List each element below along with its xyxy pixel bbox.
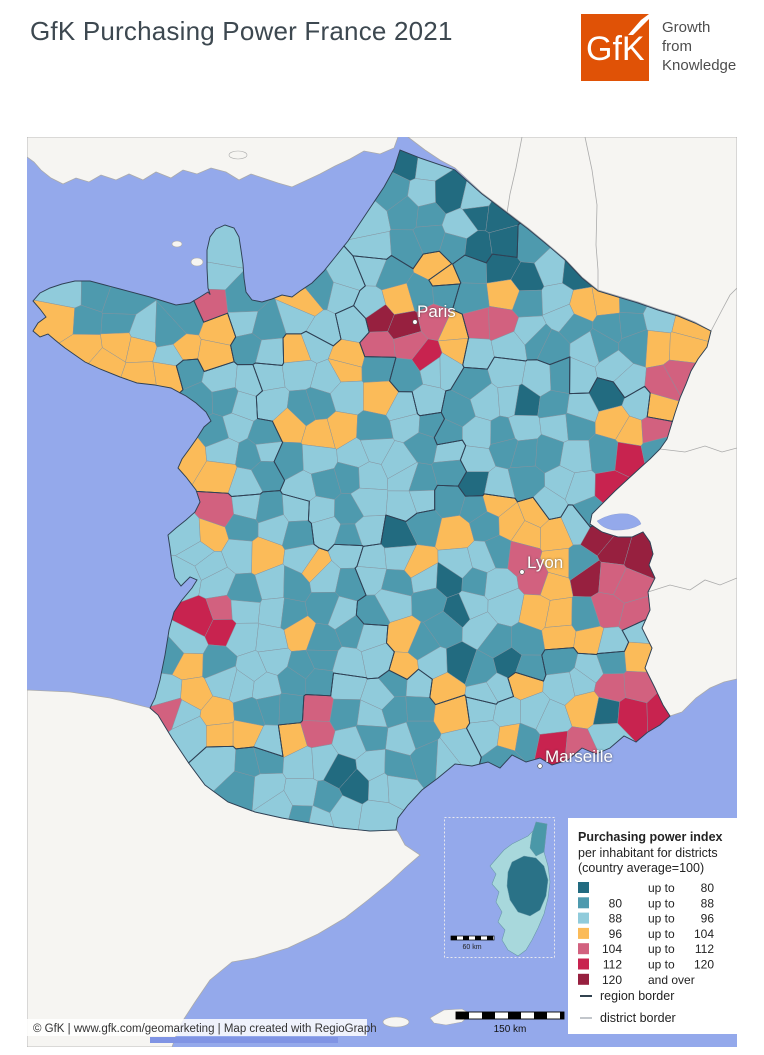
svg-text:60 km: 60 km <box>462 944 481 951</box>
svg-text:96: 96 <box>609 927 623 941</box>
svg-text:up to: up to <box>648 912 675 926</box>
svg-text:120: 120 <box>694 958 714 972</box>
svg-text:120: 120 <box>602 973 622 987</box>
svg-text:© GfK | www.gfk.com/geomarketi: © GfK | www.gfk.com/geomarketing | Map c… <box>33 1023 377 1035</box>
svg-text:up to: up to <box>648 881 675 895</box>
svg-text:and over: and over <box>648 973 695 987</box>
svg-text:112: 112 <box>695 942 714 956</box>
svg-text:per inhabitant for districts: per inhabitant for districts <box>578 846 718 860</box>
svg-text:GfK: GfK <box>586 30 645 68</box>
svg-text:up to: up to <box>648 896 675 910</box>
svg-text:88: 88 <box>701 896 715 910</box>
svg-text:104: 104 <box>694 927 714 941</box>
svg-text:80: 80 <box>609 896 623 910</box>
svg-text:(country average=100): (country average=100) <box>578 861 704 875</box>
svg-text:96: 96 <box>701 912 715 926</box>
svg-text:region border: region border <box>600 989 674 1003</box>
svg-text:up to: up to <box>648 958 675 972</box>
svg-text:district border: district border <box>600 1011 676 1025</box>
svg-text:Paris: Paris <box>417 302 456 321</box>
svg-text:Lyon: Lyon <box>527 553 563 572</box>
svg-text:80: 80 <box>701 881 715 895</box>
svg-text:Marseille: Marseille <box>545 747 613 766</box>
svg-text:112: 112 <box>603 958 622 972</box>
svg-text:150 km: 150 km <box>494 1024 527 1035</box>
svg-text:up to: up to <box>648 927 675 941</box>
svg-text:88: 88 <box>609 912 623 926</box>
svg-text:up to: up to <box>648 942 675 956</box>
svg-text:Purchasing power index: Purchasing power index <box>578 830 723 844</box>
svg-text:104: 104 <box>602 942 622 956</box>
